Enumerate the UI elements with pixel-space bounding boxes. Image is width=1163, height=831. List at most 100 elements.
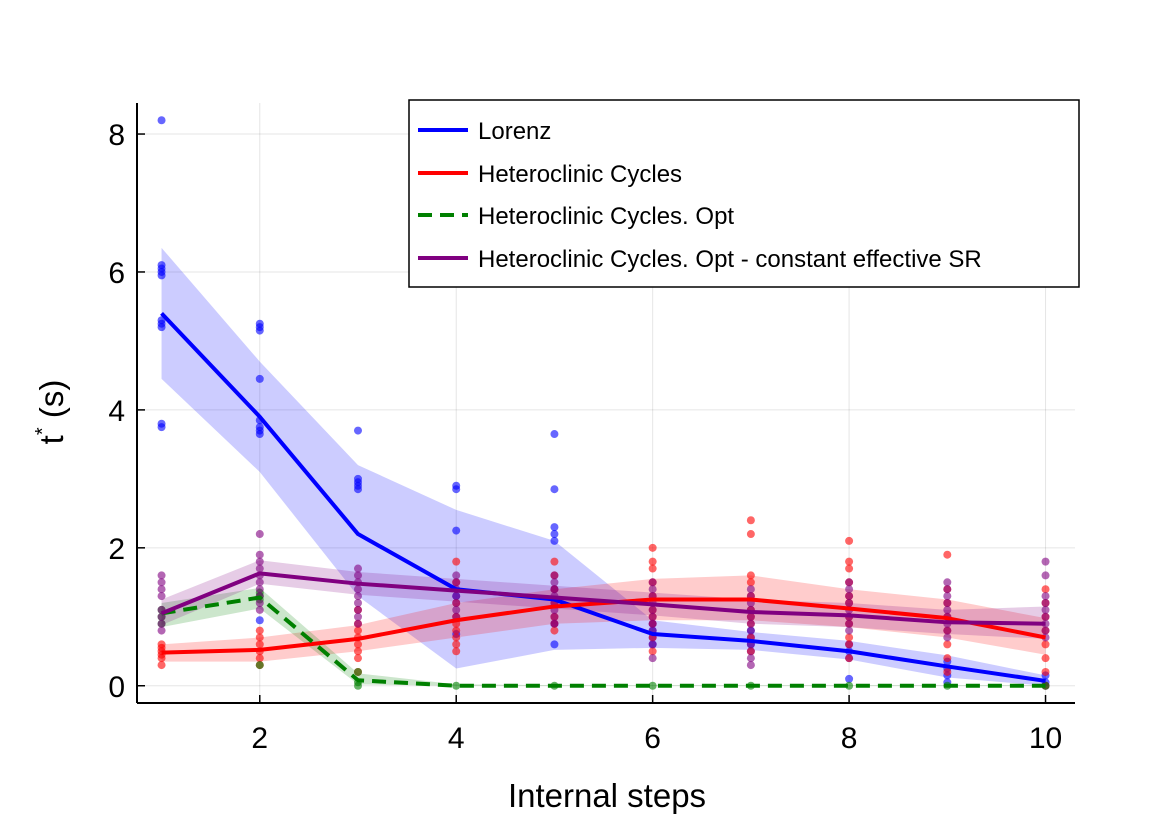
point-heteroclinic-cycles-opt-constant-effective-sr-x2-9 [255, 605, 264, 614]
point-heteroclinic-cycles-x4-6 [452, 633, 461, 642]
point-heteroclinic-cycles-opt-constant-effective-sr-x10-2 [1041, 592, 1050, 601]
point-heteroclinic-cycles-opt-x3-0 [353, 667, 362, 676]
point-lorenz-x5-3 [550, 530, 559, 539]
point-heteroclinic-cycles-opt-constant-effective-sr-x1-3 [157, 592, 166, 601]
point-heteroclinic-cycles-x3-2 [353, 626, 362, 635]
y-tick-label-2: 2 [108, 533, 125, 566]
point-heteroclinic-cycles-x6-1 [648, 557, 657, 566]
point-heteroclinic-cycles-opt-constant-effective-sr-x10-7 [1041, 626, 1050, 635]
point-heteroclinic-cycles-opt-x3-2 [353, 681, 362, 690]
point-heteroclinic-cycles-opt-constant-effective-sr-x9-0 [943, 578, 952, 587]
legend-box [408, 99, 1080, 288]
point-heteroclinic-cycles-opt-constant-effective-sr-x4-4 [452, 599, 461, 607]
point-lorenz-x5-2 [550, 523, 559, 532]
point-heteroclinic-cycles-opt-constant-effective-sr-x1-0 [157, 571, 166, 580]
legend-entry-heteroclinic-cycles: Heteroclinic Cycles [418, 161, 682, 188]
point-heteroclinic-cycles-opt-constant-effective-sr-x8-2 [845, 592, 854, 601]
point-heteroclinic-cycles-opt-constant-effective-sr-x8-6 [845, 619, 854, 628]
point-lorenz-x5-7 [550, 640, 559, 649]
point-heteroclinic-cycles-x3-4 [353, 640, 362, 649]
legend-label-constant-sr: Heteroclinic Cycles. Opt - constant effe… [478, 246, 982, 273]
point-heteroclinic-cycles-opt-constant-effective-sr-x6-4 [648, 605, 657, 614]
point-heteroclinic-cycles-x7-2 [746, 571, 755, 580]
point-heteroclinic-cycles-opt-constant-effective-sr-x5-6 [550, 612, 559, 621]
point-heteroclinic-cycles-opt-constant-effective-sr-x7-9 [746, 661, 755, 670]
y-tick-label-8: 8 [108, 119, 125, 152]
point-heteroclinic-cycles-x2-4 [255, 654, 264, 663]
point-lorenz-x5-0 [550, 430, 559, 439]
y-axis-title-unit: (s) [33, 380, 70, 418]
point-heteroclinic-cycles-opt-constant-effective-sr-x2-5 [255, 578, 264, 587]
line-heteroclinic-cycles-opt-constant-effective-sr [160, 571, 1046, 626]
legend: Lorenz Heteroclinic Cycles Heteroclinic … [408, 99, 1080, 288]
point-heteroclinic-cycles-opt-constant-effective-sr-x5-7 [550, 619, 559, 628]
point-heteroclinic-cycles-x2-2 [255, 640, 264, 649]
point-lorenz-x2-8 [255, 616, 264, 625]
point-heteroclinic-cycles-opt-constant-effective-sr-x1-2 [157, 585, 166, 594]
point-heteroclinic-cycles-x6-9 [648, 647, 657, 656]
point-lorenz-x1-4 [157, 271, 166, 280]
y-axis-title-main: t [33, 435, 70, 444]
x-tick-label-6: 6 [644, 722, 661, 755]
point-heteroclinic-cycles-x7-1 [746, 530, 755, 539]
point-heteroclinic-cycles-opt-x2-3 [255, 661, 264, 670]
x-tick-label-2: 2 [251, 722, 268, 755]
point-heteroclinic-cycles-opt-constant-effective-sr-x9-1 [943, 585, 952, 594]
point-heteroclinic-cycles-x9-5 [943, 640, 952, 649]
point-heteroclinic-cycles-x6-2 [648, 564, 657, 573]
point-heteroclinic-cycles-opt-constant-effective-sr-x6-0 [648, 578, 657, 587]
line-heteroclinic-cycles-opt [161, 595, 1046, 688]
band-lorenz [161, 247, 1046, 686]
axes [136, 103, 1075, 704]
point-heteroclinic-cycles-opt-constant-effective-sr-x5-1 [550, 578, 559, 587]
point-lorenz-x1-0 [157, 116, 166, 125]
point-heteroclinic-cycles-opt-constant-effective-sr-x1-1 [157, 578, 166, 587]
point-heteroclinic-cycles-opt-constant-effective-sr-x4-0 [452, 571, 461, 580]
point-heteroclinic-cycles-x9-6 [943, 654, 952, 663]
point-heteroclinic-cycles-x6-0 [648, 543, 657, 552]
point-heteroclinic-cycles-x5-6 [550, 626, 559, 635]
line-heteroclinic-cycles [161, 597, 1046, 655]
point-heteroclinic-cycles-x10-0 [1041, 585, 1050, 594]
point-heteroclinic-cycles-opt-constant-effective-sr-x7-0 [746, 585, 755, 594]
point-heteroclinic-cycles-opt-constant-effective-sr-x2-2 [255, 557, 264, 566]
point-heteroclinic-cycles-opt-constant-effective-sr-x2-6 [255, 585, 264, 594]
point-heteroclinic-cycles-opt-constant-effective-sr-x8-0 [845, 578, 854, 587]
legend-entry-heteroclinic-cycles-opt: Heteroclinic Cycles. Opt [418, 203, 734, 230]
point-heteroclinic-cycles-x8-1 [845, 557, 854, 566]
point-heteroclinic-cycles-opt-constant-effective-sr-x10-5 [1041, 612, 1050, 621]
tick-labels: 2 4 6 8 10 0 2 4 6 8 [108, 119, 1062, 755]
point-heteroclinic-cycles-opt-constant-effective-sr-x4-5 [452, 605, 461, 614]
point-lorenz-x2-7 [255, 430, 264, 439]
point-heteroclinic-cycles-x2-1 [255, 633, 264, 642]
point-heteroclinic-cycles-opt-constant-effective-sr-x3-6 [353, 605, 362, 614]
point-heteroclinic-cycles-opt-constant-effective-sr-x10-0 [1041, 557, 1050, 566]
point-heteroclinic-cycles-opt-constant-effective-sr-x4-1 [452, 578, 461, 587]
point-heteroclinic-cycles-opt-constant-effective-sr-x2-8 [255, 599, 264, 607]
point-heteroclinic-cycles-x7-3 [746, 578, 755, 587]
point-heteroclinic-cycles-x4-7 [452, 640, 461, 649]
point-heteroclinic-cycles-x9-0 [943, 550, 952, 559]
point-heteroclinic-cycles-opt-constant-effective-sr-x8-7 [845, 626, 854, 635]
point-heteroclinic-cycles-opt-constant-effective-sr-x3-1 [353, 571, 362, 580]
point-lorenz-x3-0 [353, 426, 362, 435]
point-heteroclinic-cycles-opt-constant-effective-sr-x6-9 [648, 654, 657, 663]
point-lorenz-x3-4 [353, 485, 362, 494]
point-heteroclinic-cycles-opt-constant-effective-sr-x5-0 [550, 571, 559, 580]
point-heteroclinic-cycles-opt-constant-effective-sr-x3-4 [353, 592, 362, 601]
point-heteroclinic-cycles-opt-constant-effective-sr-x7-5 [746, 619, 755, 628]
point-lorenz-x8-3 [845, 674, 854, 683]
point-heteroclinic-cycles-x1-5 [157, 661, 166, 670]
y-axis-title: t* (s) [32, 380, 70, 445]
point-heteroclinic-cycles-x3-6 [353, 654, 362, 663]
point-heteroclinic-cycles-x10-4 [1041, 640, 1050, 649]
point-heteroclinic-cycles-opt-constant-effective-sr-x6-5 [648, 612, 657, 621]
point-heteroclinic-cycles-opt-constant-effective-sr-x1-6 [157, 619, 166, 628]
point-heteroclinic-cycles-x9-7 [943, 667, 952, 676]
point-lorenz-x4-1 [452, 485, 461, 494]
point-heteroclinic-cycles-opt-constant-effective-sr-x9-8 [943, 633, 952, 642]
point-heteroclinic-cycles-opt-constant-effective-sr-x3-3 [353, 585, 362, 594]
point-heteroclinic-cycles-opt-constant-effective-sr-x3-0 [353, 564, 362, 573]
point-heteroclinic-cycles-x8-8 [845, 633, 854, 642]
point-heteroclinic-cycles-opt-constant-effective-sr-x10-1 [1041, 571, 1050, 580]
